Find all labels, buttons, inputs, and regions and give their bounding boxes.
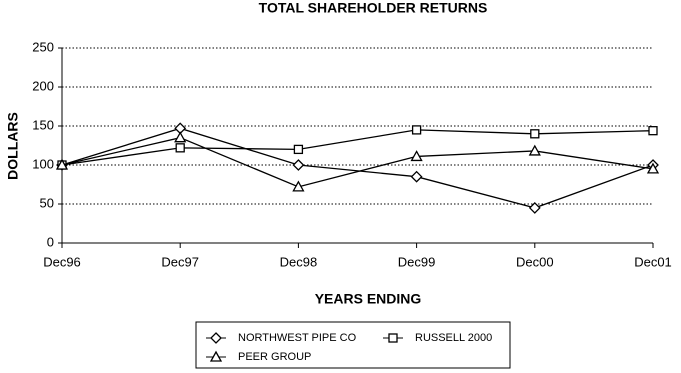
y-tick-label: 250 (32, 39, 54, 54)
legend-box (195, 321, 511, 369)
data-point (528, 144, 541, 156)
legend-label: RUSSELL 2000 (415, 332, 492, 344)
y-tick-label: 0 (47, 234, 54, 249)
x-tick-label: Dec97 (161, 254, 199, 269)
x-axis-label: YEARS ENDING (315, 291, 422, 307)
data-point (646, 162, 660, 174)
legend-marker (209, 350, 223, 362)
x-tick-label: Dec96 (43, 254, 81, 269)
data-point (55, 158, 69, 170)
series-line (61, 129, 654, 166)
data-point (175, 143, 185, 153)
y-tick-label: 150 (32, 117, 54, 132)
legend-label: PEER GROUP (238, 351, 311, 363)
series-line (61, 137, 654, 188)
x-tick-label: Dec00 (516, 254, 554, 269)
chart-title: TOTAL SHAREHOLDER RETURNS (259, 0, 488, 16)
y-tick-label: 200 (32, 78, 54, 93)
data-point (410, 150, 423, 162)
y-axis-label: DOLLARS (5, 112, 21, 180)
x-tick-label: Dec98 (280, 254, 318, 269)
series-line (61, 127, 654, 209)
x-tick-label: Dec01 (634, 254, 672, 269)
data-point (411, 125, 422, 135)
y-tick-label: 100 (32, 156, 54, 171)
legend-marker (388, 333, 398, 343)
data-point (292, 180, 305, 192)
data-point (174, 131, 187, 143)
x-tick-label: Dec99 (398, 254, 436, 269)
y-tick-label: 50 (40, 195, 54, 210)
data-point (528, 201, 541, 214)
legend-label: NORTHWEST PIPE CO (238, 332, 357, 344)
data-point (410, 170, 423, 183)
data-point (530, 129, 540, 139)
data-point (293, 144, 304, 155)
data-point (292, 159, 305, 171)
data-point (648, 126, 658, 136)
legend-marker (210, 332, 222, 344)
